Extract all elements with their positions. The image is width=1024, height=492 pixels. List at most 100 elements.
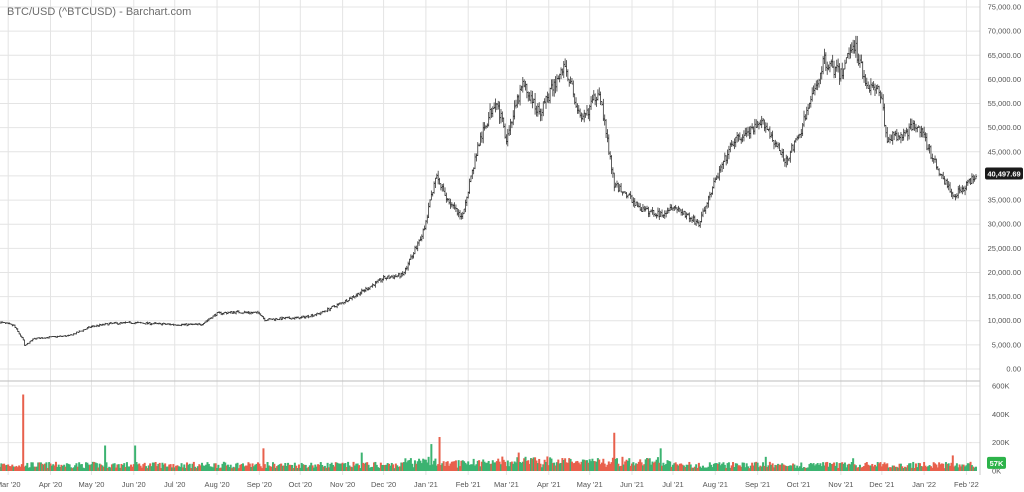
volume-bar bbox=[737, 465, 740, 471]
volume-bar bbox=[86, 462, 89, 471]
chart-title: BTC/USD (^BTCUSD) - Barchart.com bbox=[7, 6, 191, 18]
volume-bar bbox=[897, 467, 900, 471]
volume-bar bbox=[665, 463, 668, 471]
volume-bar bbox=[614, 458, 617, 471]
volume-bar bbox=[94, 462, 97, 471]
volume-bar bbox=[631, 463, 634, 471]
volume-bar bbox=[244, 465, 247, 471]
volume-bar bbox=[596, 458, 599, 471]
volume-bar bbox=[420, 463, 423, 471]
volume-bar bbox=[519, 462, 522, 471]
volume-bar bbox=[819, 463, 822, 471]
volume-bar bbox=[700, 467, 703, 471]
volume-bar bbox=[542, 464, 545, 471]
volume-bar bbox=[777, 463, 780, 471]
volume-bar bbox=[637, 461, 640, 471]
volume-bar bbox=[712, 463, 715, 471]
volume-bar bbox=[217, 464, 220, 471]
volume-bar bbox=[756, 462, 759, 471]
volume-bar bbox=[202, 465, 205, 471]
volume-bar bbox=[463, 461, 466, 471]
x-tick-label: Oct '20 bbox=[289, 480, 313, 489]
volume-bar bbox=[975, 466, 977, 471]
volume-bar bbox=[565, 462, 568, 471]
volume-bar bbox=[374, 461, 377, 471]
volume-bar bbox=[225, 465, 228, 471]
volume-bar bbox=[483, 461, 486, 471]
volume-bar bbox=[607, 461, 610, 471]
volume-bar bbox=[180, 463, 183, 471]
volume-bar bbox=[113, 463, 116, 471]
volume-bar bbox=[894, 466, 897, 471]
volume-bar bbox=[561, 458, 564, 471]
volume-bar bbox=[79, 464, 82, 471]
volume-bar bbox=[389, 465, 392, 471]
volume-bar bbox=[435, 465, 438, 471]
volume-bar bbox=[613, 432, 616, 471]
volume-bar bbox=[366, 462, 369, 471]
volume-bar bbox=[830, 463, 833, 471]
volume-bar bbox=[725, 467, 728, 471]
volume-bar bbox=[818, 464, 821, 471]
volume-bar bbox=[259, 466, 262, 471]
volume-bar bbox=[787, 465, 790, 471]
volume-bar bbox=[404, 458, 407, 471]
volume-bar bbox=[322, 466, 325, 471]
volume-bar bbox=[396, 465, 399, 471]
volume-bar bbox=[11, 464, 14, 471]
volume-bar bbox=[218, 468, 221, 471]
volume-bar bbox=[843, 462, 846, 471]
volume-bar bbox=[256, 462, 259, 471]
volume-bar bbox=[355, 463, 358, 471]
volume-bar bbox=[359, 468, 362, 471]
volume-bar bbox=[183, 464, 186, 471]
volume-bar bbox=[768, 461, 771, 471]
volume-bar bbox=[56, 466, 59, 471]
volume-bar bbox=[18, 465, 21, 471]
volume-bar bbox=[426, 462, 429, 471]
x-tick-label: Dec '21 bbox=[869, 480, 894, 489]
volume-bar bbox=[364, 462, 367, 471]
volume-bar bbox=[46, 467, 49, 471]
volume-bar bbox=[721, 463, 724, 471]
volume-bar bbox=[270, 466, 273, 471]
volume-bar bbox=[280, 463, 283, 471]
volume-bar bbox=[831, 463, 834, 471]
volume-bar bbox=[169, 464, 172, 471]
volume-bar bbox=[532, 457, 535, 471]
volume-bar bbox=[940, 463, 943, 471]
volume-bar bbox=[801, 468, 804, 471]
volume-bar bbox=[428, 465, 431, 471]
volume-bar bbox=[944, 462, 947, 471]
volume-bar bbox=[893, 465, 896, 471]
volume-bar bbox=[583, 459, 586, 471]
volume-bar bbox=[226, 464, 229, 471]
volume-bar bbox=[625, 459, 628, 471]
volume-bar bbox=[869, 465, 872, 471]
volume-bar bbox=[26, 462, 29, 471]
volume-bars bbox=[0, 394, 977, 471]
volume-bar bbox=[246, 465, 249, 471]
volume-bar bbox=[336, 462, 339, 471]
volume-bar bbox=[236, 462, 239, 471]
volume-bar bbox=[860, 467, 863, 471]
volume-bar bbox=[1, 464, 4, 471]
volume-bar bbox=[412, 467, 415, 471]
price-tick-label: 45,000.00 bbox=[988, 147, 1021, 156]
volume-bar bbox=[865, 462, 868, 471]
volume-bar bbox=[659, 448, 662, 471]
volume-bar bbox=[211, 467, 214, 471]
volume-bar bbox=[196, 466, 199, 471]
volume-bar bbox=[53, 465, 56, 471]
volume-bar bbox=[954, 465, 957, 471]
volume-bar bbox=[307, 466, 310, 471]
volume-bar bbox=[972, 466, 975, 471]
volume-bar bbox=[932, 462, 935, 471]
volume-bar bbox=[676, 464, 679, 471]
volume-bar bbox=[373, 462, 376, 471]
volume-bar bbox=[160, 468, 163, 471]
volume-bar bbox=[813, 465, 816, 471]
volume-bar bbox=[501, 456, 504, 471]
last-price-marker: 40,497.69 bbox=[985, 167, 1023, 180]
volume-bar bbox=[109, 467, 112, 471]
